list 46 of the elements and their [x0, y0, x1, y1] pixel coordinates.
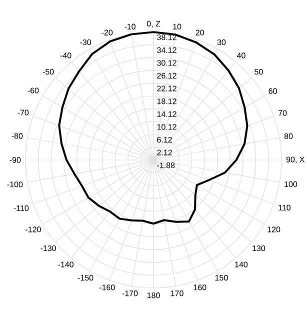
spoke-label: -30 — [80, 39, 92, 46]
spoke-label: -130 — [40, 245, 56, 252]
y-tick-label: 6.12 — [157, 136, 172, 143]
spoke-label: -110 — [14, 205, 29, 211]
spoke-label: 70 — [278, 110, 287, 116]
y-tick-label: 34.12 — [157, 47, 176, 53]
y-tick-label: 18.12 — [157, 98, 176, 104]
spoke-label: -40 — [60, 52, 72, 58]
spoke-label: 140 — [235, 262, 248, 268]
spoke-label: -80 — [12, 133, 23, 139]
y-tick-label: 14.12 — [157, 111, 176, 117]
spoke-label: 160 — [194, 284, 206, 290]
spoke-label: 20 — [196, 30, 204, 36]
spoke-label: -160 — [99, 284, 115, 290]
spoke-label: 30 — [217, 39, 226, 46]
y-tick-label: -1.88 — [157, 162, 175, 168]
spoke-label: -120 — [26, 226, 41, 232]
spoke-label: -170 — [122, 290, 138, 296]
spoke-label: 180 — [147, 292, 160, 298]
spoke-label: 40 — [236, 52, 246, 58]
spoke-label: -140 — [58, 262, 74, 268]
spoke-label: 10 — [173, 24, 182, 30]
spoke-label: -100 — [7, 182, 23, 188]
spoke-label: 50 — [254, 68, 263, 75]
spoke-label: -70 — [18, 110, 29, 116]
spoke-label: 0, Z — [146, 20, 160, 28]
y-tick-label: 22.12 — [157, 86, 176, 92]
spoke-label: 80 — [284, 133, 293, 140]
spoke-label: -10 — [124, 24, 136, 30]
y-tick-label: 10.12 — [157, 124, 176, 130]
spoke-label: -50 — [42, 68, 54, 75]
y-tick-label: 30.12 — [157, 60, 176, 66]
y-tick-label: 26.12 — [157, 72, 176, 79]
spoke-label: 130 — [252, 245, 266, 252]
spoke-label: -150 — [78, 274, 94, 281]
spoke-label: 120 — [268, 226, 280, 232]
spoke-label: 90, X — [286, 156, 305, 164]
spoke-label: -60 — [28, 88, 39, 94]
spoke-label: -90 — [10, 157, 21, 163]
spoke-label: -20 — [102, 30, 113, 36]
spoke-label: 60 — [268, 88, 277, 94]
spoke-label: 170 — [170, 290, 184, 296]
spoke-label: 100 — [284, 181, 298, 188]
spoke-label: 150 — [215, 274, 228, 281]
y-tick-label: 2.12 — [157, 150, 172, 156]
spoke-label: 110 — [278, 204, 291, 210]
